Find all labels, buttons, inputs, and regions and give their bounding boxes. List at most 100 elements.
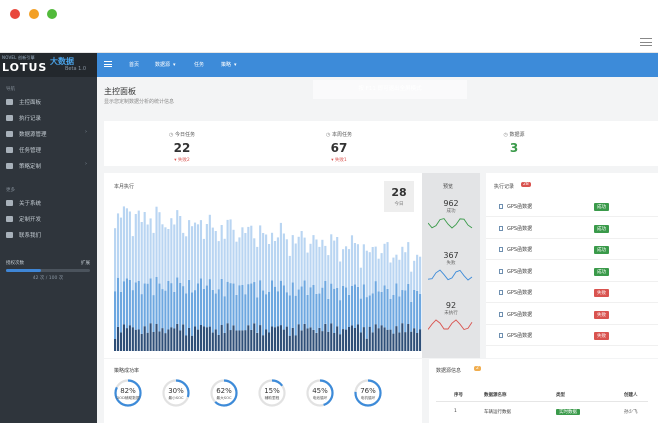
minimize-window-button[interactable]: [29, 9, 39, 19]
sidebar-item-0-items2[interactable]: 关于系统: [0, 196, 97, 211]
monthly-bar: [188, 328, 191, 351]
monthly-bar: [256, 246, 259, 298]
monthly-bar: [386, 242, 389, 289]
monthly-bar: [140, 294, 143, 334]
stat-value: 3: [509, 141, 519, 155]
monthly-bar: [303, 237, 306, 281]
document-icon: [499, 247, 503, 252]
monthly-bar: [196, 329, 200, 351]
monthly-bar: [205, 327, 208, 351]
close-window-button[interactable]: [10, 9, 20, 19]
monthly-bar: [404, 332, 407, 351]
monthly-bar: [179, 216, 182, 283]
browser-menu-icon[interactable]: [640, 38, 652, 46]
monthly-bar: [395, 326, 398, 351]
stat-delta: ▾ 失败2: [174, 158, 190, 163]
strategy-title: 策略成功率: [114, 368, 140, 374]
table-cell: 实时数据: [556, 409, 580, 415]
monthly-bar: [114, 228, 117, 292]
monthly-bar: [410, 301, 413, 332]
top-nav-2[interactable]: 任务: [194, 61, 204, 68]
monthly-bar: [353, 284, 357, 328]
log-row[interactable]: GPS函数据 失败: [486, 326, 658, 346]
top-nav-1[interactable]: 数据源 ▾: [155, 61, 176, 68]
monthly-bar: [259, 225, 262, 281]
monthly-bar: [238, 330, 241, 351]
column-header: 序号: [454, 393, 463, 398]
stat-delta: ▾ 失败1: [331, 158, 347, 163]
monthly-bar: [220, 225, 223, 279]
monthly-bar: [392, 333, 395, 351]
monthly-bar: [211, 332, 214, 351]
log-row[interactable]: GPS函数据 失败: [486, 305, 658, 325]
log-status-badge: 失败: [594, 332, 609, 340]
monthly-bar: [259, 280, 262, 325]
monthly-bar: [173, 224, 176, 292]
monthly-bar: [383, 327, 386, 351]
quota-bar: [6, 269, 90, 272]
sidebar-item-4-items1[interactable]: 策略定制 ›: [0, 159, 97, 174]
sidebar-item-2-items2[interactable]: 联系我们: [0, 228, 97, 243]
monthly-bar: [306, 294, 309, 329]
quota-expand-link[interactable]: 扩展: [81, 261, 90, 266]
monthly-bar: [185, 236, 188, 294]
monthly-bar: [416, 254, 419, 291]
chevron-down-icon: ›: [85, 161, 87, 167]
logo-bigdata: 大数据: [50, 57, 74, 66]
monthly-bar: [125, 328, 128, 351]
monthly-bar: [371, 332, 374, 351]
monthly-bar: [229, 283, 232, 331]
log-row-name: GPS函数据: [507, 247, 533, 253]
monthly-bar: [383, 285, 386, 328]
sidebar-item-1-items1[interactable]: 执行记录: [0, 111, 97, 126]
top-nav-3[interactable]: 策略 ▾: [221, 61, 237, 68]
log-row[interactable]: GPS函数据 成功: [486, 240, 658, 260]
monthly-bar: [365, 250, 368, 298]
gauge-percent: 82%: [120, 387, 136, 395]
page-subtitle: 显示您定制数据分析的统计信息: [104, 99, 175, 105]
monthly-bar: [374, 246, 377, 282]
monthly-bar: [365, 297, 368, 339]
monthly-bar: [140, 333, 143, 351]
monthly-bar: [374, 281, 377, 325]
monthly-bar: [276, 237, 280, 292]
log-row[interactable]: GPS函数据 成功: [486, 219, 658, 239]
preview-label: 成功: [446, 209, 456, 214]
monthly-bar: [116, 213, 120, 278]
monthly-bar: [300, 231, 303, 287]
monthly-bar: [137, 210, 140, 281]
top-nav-0[interactable]: 首页: [129, 61, 139, 68]
sidebar-item-1-items2[interactable]: 定制开发: [0, 212, 97, 227]
monthly-bar: [419, 256, 422, 294]
monthly-bar: [356, 286, 359, 325]
monthly-bar: [327, 255, 330, 299]
monthly-bar: [214, 231, 217, 294]
sidebar-item-label: 数据源管理: [19, 132, 47, 138]
sidebar-item-3-items1[interactable]: 任务管理: [0, 143, 97, 158]
monthly-bar: [330, 283, 333, 324]
menu-toggle-icon[interactable]: [104, 61, 112, 67]
monthly-bar: [279, 280, 282, 326]
preview-value: 367: [443, 251, 459, 260]
sidebar-item-0-items1[interactable]: 主控面板: [0, 95, 97, 110]
sidebar-item-2-items1[interactable]: 数据源管理 ›: [0, 127, 97, 142]
sidebar-item-label: 策略定制: [19, 164, 42, 170]
maximize-window-button[interactable]: [47, 9, 57, 19]
monthly-bar: [386, 329, 389, 351]
monthly-bar: [330, 234, 333, 284]
database-icon: [6, 131, 13, 137]
monthly-bar: [149, 278, 152, 324]
monthly-bar: [416, 333, 419, 351]
quota-fill: [6, 269, 42, 272]
monthly-bar: [347, 294, 351, 327]
log-row[interactable]: GPS函数据 成功: [486, 197, 658, 217]
monthly-bar: [339, 300, 342, 335]
log-row[interactable]: GPS函数据 成功: [486, 262, 658, 282]
monthly-bar: [389, 299, 392, 330]
monthly-bar: [419, 329, 422, 351]
gauge-ring: [354, 379, 382, 407]
monthly-bar: [205, 285, 208, 328]
monthly-bar: [125, 278, 128, 329]
log-row[interactable]: GPS函数据 失败: [486, 283, 658, 303]
stat-label-text: 今日任务: [174, 132, 195, 138]
